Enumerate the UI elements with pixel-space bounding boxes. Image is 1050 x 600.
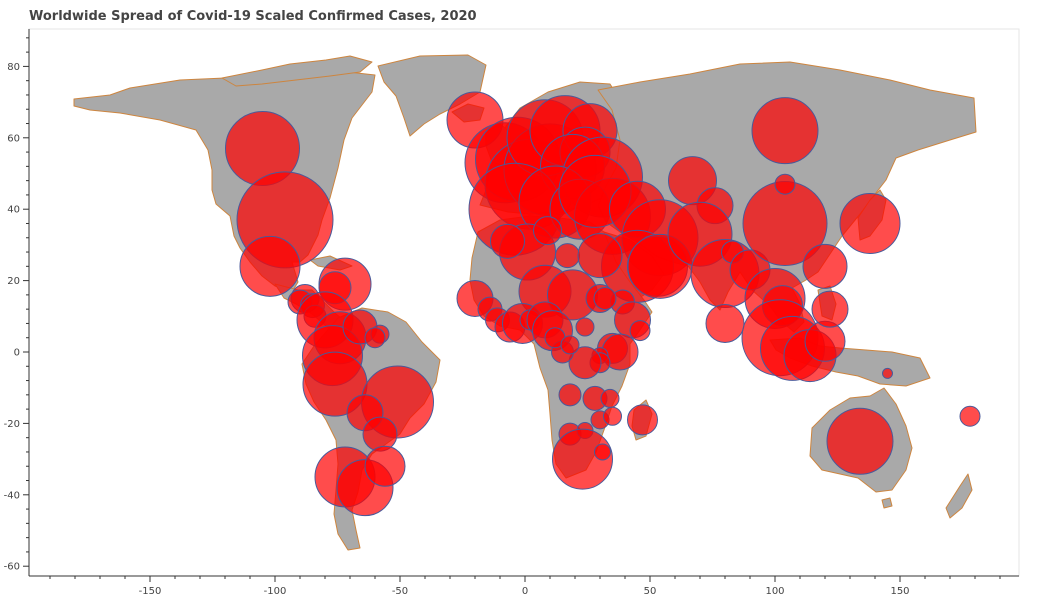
land-arctic-islands [221, 55, 373, 87]
bubble-point [594, 443, 611, 461]
land-tasmania [881, 497, 893, 509]
bubble-point [959, 405, 981, 427]
bubble-point [568, 346, 602, 380]
x-tick-label: -100 [264, 586, 287, 597]
bubble-point [575, 317, 595, 337]
bubble-point [364, 327, 386, 349]
bubble-point [705, 303, 745, 343]
y-tick-label: -20 [4, 419, 20, 430]
bubble-point [552, 428, 613, 490]
bubble-point [555, 243, 580, 269]
bubble-point [751, 97, 819, 165]
bubble-point [826, 407, 894, 475]
bubble-point [882, 367, 893, 379]
y-tick-label: -40 [4, 490, 20, 501]
bubble-point [629, 320, 651, 342]
bubble-point [577, 233, 623, 279]
bubble-point [804, 320, 846, 362]
bubble-point [774, 173, 796, 195]
bubble-point [362, 416, 398, 452]
x-tick-label: -50 [392, 586, 408, 597]
bubble-point [593, 286, 617, 310]
bubble-point [490, 223, 525, 259]
bubble-layer [225, 91, 981, 517]
land-new-zealand [945, 473, 973, 519]
y-tick-label: 20 [7, 276, 20, 287]
bubble-point [839, 192, 901, 254]
y-tick-label: 0 [14, 348, 20, 359]
y-tick-label: -60 [4, 562, 20, 573]
x-tick-label: -150 [139, 586, 162, 597]
bubble-point [603, 406, 622, 426]
y-tick-label: 40 [7, 205, 20, 216]
bubble-point [811, 290, 849, 328]
x-tick-label: 150 [890, 586, 909, 597]
bubble-point [600, 388, 620, 408]
axes: -150 -100 -50 0 50 100 150 -60 -40 -20 0 20 40 60 80 [4, 28, 1020, 597]
bubble-point [364, 445, 406, 487]
x-tick-label: 100 [765, 586, 784, 597]
x-tick-label: 0 [522, 586, 528, 597]
chart-title: Worldwide Spread of Covid-19 Scaled Conf… [29, 9, 477, 24]
y-tick-label: 80 [7, 62, 20, 73]
bubble-point [627, 404, 658, 436]
bubble-point [239, 235, 301, 297]
bubble-point [802, 243, 848, 289]
bubble-point [560, 335, 580, 355]
x-tick-label: 50 [644, 586, 657, 597]
bubble-point [533, 216, 562, 246]
bubble-point [558, 383, 582, 407]
y-tick-label: 60 [7, 133, 20, 144]
land-greenland [377, 54, 487, 137]
